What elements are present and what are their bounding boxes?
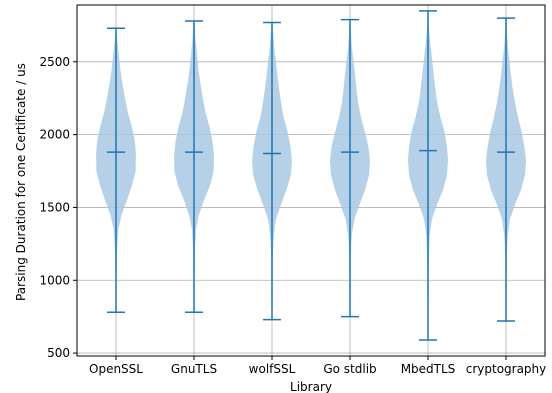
x-tick-label: MbedTLS	[401, 362, 456, 376]
y-tick-label: 500	[47, 346, 70, 360]
y-axis-label: Parsing Duration for one Certificate / u…	[14, 63, 28, 301]
x-tick-label: wolfSSL	[249, 362, 296, 376]
plot-frame	[76, 4, 546, 357]
axes: 500 1000 1500 2000 2500 OpenSSL GnuTLS wolfSSL G…	[39, 4, 547, 376]
x-tick-label: cryptography	[466, 362, 547, 376]
y-tick-label: 2500	[39, 55, 70, 69]
y-tick-label: 2000	[39, 128, 70, 142]
y-tick-label: 1500	[39, 200, 70, 214]
grid-lines	[77, 5, 545, 356]
x-tick-label: OpenSSL	[89, 362, 143, 376]
x-tick-label: GnuTLS	[171, 362, 217, 376]
x-axis-label: Library	[290, 380, 332, 393]
y-tick-label: 1000	[39, 273, 70, 287]
violins	[96, 10, 526, 341]
x-tick-label: Go stdlib	[323, 362, 376, 376]
